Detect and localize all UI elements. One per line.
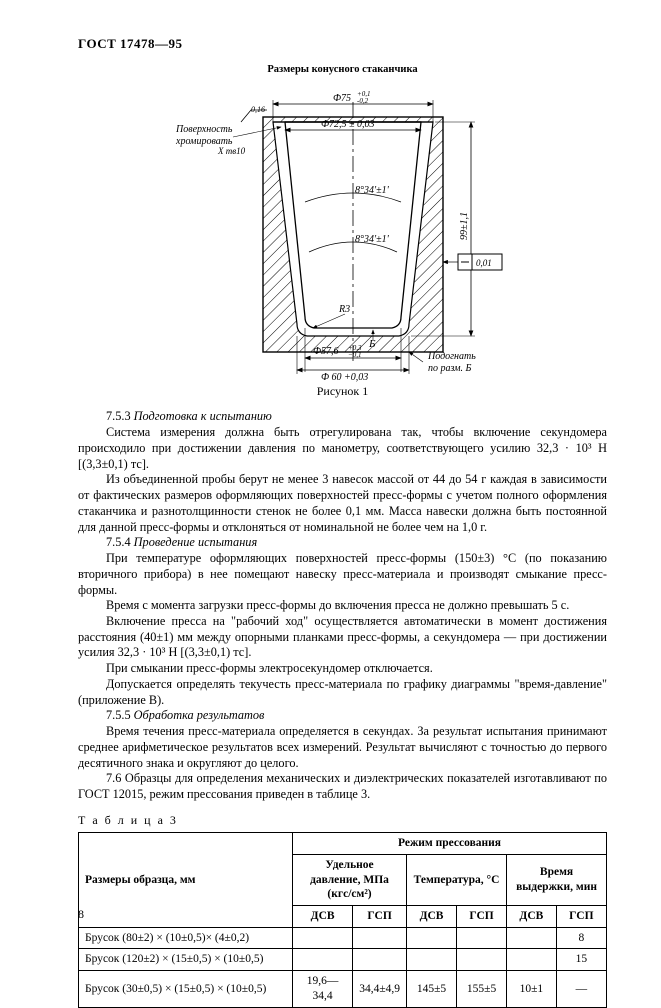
sec-754: 7.5.4 Проведение испытания bbox=[78, 535, 607, 551]
svg-text:Поверхность: Поверхность bbox=[175, 124, 233, 135]
gost-header: ГОСТ 17478—95 bbox=[78, 36, 607, 53]
para: При смыкании пресс-формы электросекундом… bbox=[78, 661, 607, 677]
para: Система измерения должна быть отрегулиро… bbox=[78, 425, 607, 472]
para: Время течения пресс-материала определяет… bbox=[78, 724, 607, 771]
svg-text:0,16: 0,16 bbox=[251, 105, 265, 114]
svg-text:-0,2: -0,2 bbox=[357, 97, 369, 105]
table-row: Брусок (30±0,5) × (15±0,5) × (10±0,5)19,… bbox=[79, 971, 607, 1007]
svg-text:0,01: 0,01 bbox=[476, 258, 492, 268]
th-size: Размеры образца, мм bbox=[79, 833, 293, 928]
table-caption: Т а б л и ц а 3 bbox=[78, 813, 607, 828]
svg-text:Ф72,5 ± 0,03: Ф72,5 ± 0,03 bbox=[321, 119, 375, 130]
th-dsv: ДСВ bbox=[507, 906, 557, 928]
th-hold: Время выдержки, мин bbox=[507, 854, 607, 905]
para: 7.6 Образцы для определения механических… bbox=[78, 771, 607, 802]
th-mode: Режим прессования bbox=[293, 833, 607, 855]
table-row: Брусок (120±2) × (15±0,5) × (10±0,5)15 bbox=[79, 949, 607, 971]
svg-text:Ф 60 +0,03: Ф 60 +0,03 bbox=[321, 372, 368, 382]
svg-text:Ф57,6: Ф57,6 bbox=[313, 346, 339, 357]
para: При температуре оформляющих поверхностей… bbox=[78, 551, 607, 598]
para: Включение пресса на "рабочий ход" осущес… bbox=[78, 614, 607, 661]
svg-text:Ф75: Ф75 bbox=[333, 93, 351, 104]
svg-text:R3: R3 bbox=[338, 304, 350, 315]
th-press: Удельное давление, МПа (кгс/см²) bbox=[293, 854, 407, 905]
figure-caption: Рисунок 1 bbox=[78, 384, 607, 399]
th-gsp: ГСП bbox=[457, 906, 507, 928]
figure-drawing: Ф75 +0,1 -0,2 Ф72,5 ± 0,03 8°34'±1' 8°34… bbox=[78, 82, 607, 382]
figure-title: Размеры конусного стаканчика bbox=[78, 63, 607, 76]
svg-text:8°34'±1': 8°34'±1' bbox=[355, 185, 390, 196]
svg-text:Б: Б bbox=[368, 338, 376, 350]
th-dsv: ДСВ bbox=[407, 906, 457, 928]
th-gsp: ГСП bbox=[556, 906, 606, 928]
sec-753: 7.5.3 Подготовка к испытанию bbox=[78, 409, 607, 425]
th-temp: Температура, °С bbox=[407, 854, 507, 905]
table-row: Брусок (80±2) × (10±0,5)× (4±0,2)8 bbox=[79, 927, 607, 949]
page-number: 8 bbox=[78, 907, 84, 922]
svg-text:по разм. Б: по разм. Б bbox=[428, 363, 472, 374]
table-3: Размеры образца, мм Режим прессования Уд… bbox=[78, 832, 607, 1007]
para: Из объединенной пробы берут не менее 3 н… bbox=[78, 472, 607, 535]
sec-755: 7.5.5 Обработка результатов bbox=[78, 708, 607, 724]
svg-text:Х тв10: Х тв10 bbox=[217, 146, 246, 156]
para: Допускается определять текучесть пресс-м… bbox=[78, 677, 607, 708]
svg-text:99±1,1: 99±1,1 bbox=[459, 212, 470, 240]
para: Время с момента загрузки пресс-формы до … bbox=[78, 598, 607, 614]
th-gsp: ГСП bbox=[353, 906, 407, 928]
svg-text:−0,1: −0,1 bbox=[348, 351, 361, 359]
svg-text:8°34'±1': 8°34'±1' bbox=[355, 234, 390, 245]
svg-text:Подогнать: Подогнать bbox=[427, 351, 476, 362]
th-dsv: ДСВ bbox=[293, 906, 353, 928]
